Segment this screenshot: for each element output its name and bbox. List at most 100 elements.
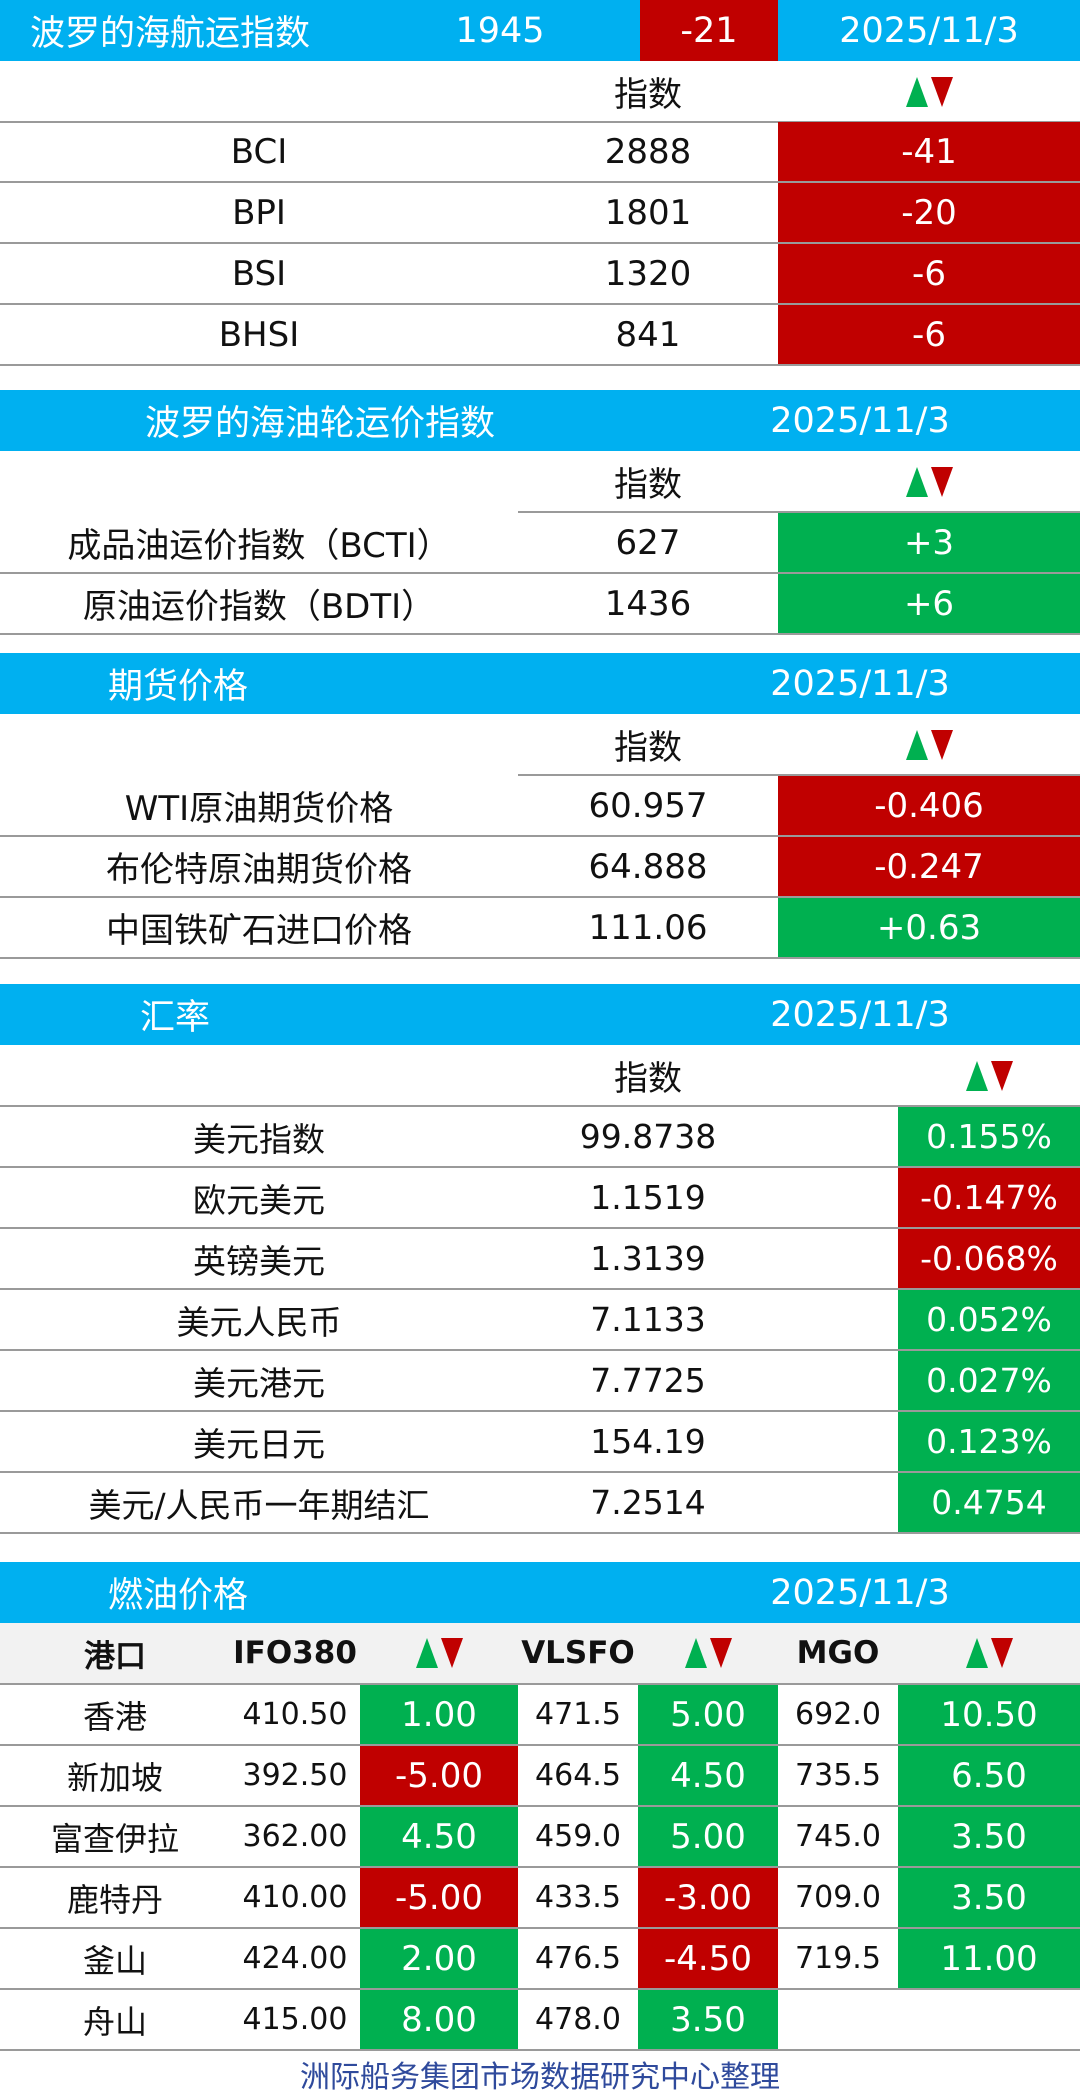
bdi-value: 1945 [455,10,545,51]
fx-col-index: 指数 [614,1059,682,1099]
fx-date: 2025/11/3 [770,994,950,1035]
bdi-row-name: BPI [232,192,286,233]
bdi-title: 波罗的海航运指数 [0,0,640,61]
fuel-row-vlsfo-change: 5.00 [638,1807,778,1866]
fx-title: 汇率 [140,998,211,1038]
fx-row-change: 0.027% [898,1351,1080,1410]
fuel-row-ifo: 410.00 [242,1880,348,1915]
fuel-row-port: 富查伊拉 [50,1819,179,1858]
fx-updown-icon [898,1045,1080,1106]
fuel-row-vlsfo: 478.0 [535,2002,621,2037]
fuel-row-mgo-change: 3.50 [898,1807,1080,1866]
fuel-row-mgo: 719.5 [795,1941,881,1976]
fx-row-change: 0.155% [898,1107,1080,1166]
bdi-row-name: BCI [230,131,288,172]
fuel-row-mgo: 745.0 [795,1819,881,1854]
bdi-row-change: -6 [778,244,1080,303]
fuel-row-ifo-change: -5.00 [360,1746,518,1805]
fuel-row-port: 新加坡 [66,1758,163,1797]
fuel-row-port: 鹿特丹 [66,1880,163,1919]
bdi-row-change: -20 [778,183,1080,242]
futures-row-name: 布伦特原油期货价格 [106,850,412,890]
bdi-date: 2025/11/3 [778,0,1080,61]
fuel-row-vlsfo-change: -4.50 [638,1929,778,1988]
tanker-title: 波罗的海油轮运价指数 [144,404,495,444]
tanker-row-name: 原油运价指数（BDTI） [82,587,436,627]
fuel-row-vlsfo: 471.5 [535,1697,621,1732]
fuel-title: 燃油价格 [108,1576,249,1616]
fuel-row-ifo: 392.50 [242,1758,348,1793]
bdi-row-value: 1801 [604,192,692,233]
fx-row-name: 美元日元 [193,1424,325,1464]
fuel-row-mgo-change: 6.50 [898,1746,1080,1805]
futures-row-change: +0.63 [778,898,1080,957]
tanker-row-name: 成品油运价指数（BCTI） [67,526,451,566]
futures-updown-icon [778,714,1080,775]
futures-title: 期货价格 [108,667,249,707]
fuel-row-vlsfo: 464.5 [535,1758,621,1793]
fuel-row-ifo-change: 2.00 [360,1929,518,1988]
fuel-row-vlsfo-change: 3.50 [638,1990,778,2049]
fx-row-name: 英镑美元 [193,1241,325,1281]
fuel-row-vlsfo: 459.0 [535,1819,621,1854]
fx-row-value: 1.1519 [590,1178,706,1217]
bdi-row-change: -6 [778,305,1080,364]
fx-row-value: 7.2514 [590,1483,706,1522]
bdi-row-value: 2888 [604,131,692,172]
tanker-row-value: 1436 [604,583,692,624]
fuel-row-ifo: 362.00 [242,1819,348,1854]
fx-row-change: 0.052% [898,1290,1080,1349]
fuel-row-mgo: 692.0 [795,1697,881,1732]
futures-row-change: -0.247 [778,837,1080,896]
footer-credit: 洲际船务集团市场数据研究中心整理 [300,2059,780,2095]
fuel-row-ifo: 410.50 [242,1697,348,1732]
tanker-row-change: +6 [778,574,1080,633]
futures-col-index: 指数 [614,728,682,768]
fuel-row-vlsfo: 433.5 [535,1880,621,1915]
futures-date: 2025/11/3 [770,663,950,704]
fx-row-change: 0.4754 [898,1473,1080,1532]
fx-row-value: 7.7725 [590,1361,706,1400]
fuel-mgo-updown-icon [898,1623,1080,1683]
fuel-row-vlsfo-change: 4.50 [638,1746,778,1805]
fx-row-name: 美元指数 [193,1119,325,1159]
fuel-row-ifo-change: 4.50 [360,1807,518,1866]
futures-row-value: 60.957 [588,785,708,826]
fuel-row-vlsfo: 476.5 [535,1941,621,1976]
bdi-col-index: 指数 [614,75,682,115]
bdi-updown-icon [778,61,1080,122]
tanker-updown-icon [778,451,1080,512]
futures-row-value: 64.888 [588,846,708,887]
fuel-row-port: 釜山 [82,1941,147,1980]
fx-row-change: -0.147% [898,1168,1080,1227]
fx-row-value: 1.3139 [590,1239,706,1278]
fx-row-name: 美元人民币 [176,1302,342,1342]
tanker-col-index: 指数 [614,465,682,505]
fuel-row-ifo: 415.00 [242,2002,348,2037]
fuel-head-ifo: IFO380 [233,1635,357,1671]
futures-row-name: 中国铁矿石进口价格 [106,911,412,951]
fuel-row-mgo-change: 11.00 [898,1929,1080,1988]
fx-row-name: 欧元美元 [193,1180,325,1220]
bdi-row-change: -41 [778,122,1080,181]
futures-row-change: -0.406 [778,776,1080,835]
fuel-row-ifo-change: -5.00 [360,1868,518,1927]
fuel-row-port: 香港 [82,1697,147,1736]
bdi-change: -21 [640,0,778,61]
fuel-row-mgo: 709.0 [795,1880,881,1915]
futures-row-value: 111.06 [588,907,708,948]
fuel-row-mgo-change: 3.50 [898,1868,1080,1927]
fx-row-name: 美元港元 [193,1363,325,1403]
bdi-row-name: BSI [231,253,287,294]
fuel-head-port: 港口 [84,1638,146,1675]
fx-row-name: 美元/人民币一年期结汇 [88,1485,430,1525]
fuel-row-ifo-change: 8.00 [360,1990,518,2049]
tanker-date: 2025/11/3 [770,400,950,441]
bdi-row-value: 1320 [604,253,692,294]
fx-row-value: 7.1133 [590,1300,706,1339]
fuel-row-mgo: 735.5 [795,1758,881,1793]
fuel-row-port: 舟山 [82,2002,147,2041]
fuel-row-vlsfo-change: -3.00 [638,1868,778,1927]
fuel-head-mgo: MGO [796,1635,880,1671]
tanker-row-value: 627 [615,522,681,563]
